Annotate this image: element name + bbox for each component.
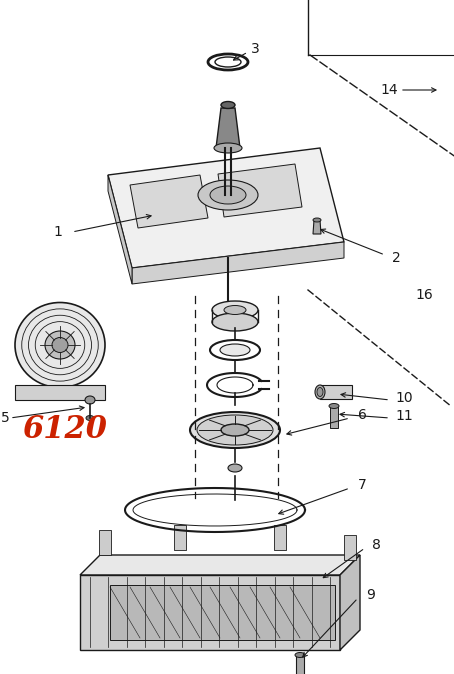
Text: 9: 9 [366,588,375,602]
Polygon shape [344,535,356,560]
Polygon shape [320,385,352,399]
Ellipse shape [315,385,325,399]
Polygon shape [340,555,360,650]
Polygon shape [15,385,105,400]
Text: 14: 14 [380,83,398,97]
Polygon shape [80,555,360,575]
Ellipse shape [214,143,242,153]
Ellipse shape [329,404,339,408]
Polygon shape [313,220,321,234]
Text: 11: 11 [395,409,413,423]
Ellipse shape [210,186,246,204]
Ellipse shape [220,344,250,356]
Polygon shape [130,175,208,228]
Polygon shape [110,585,335,640]
Polygon shape [99,530,111,555]
Polygon shape [274,525,286,550]
Ellipse shape [317,388,323,396]
Text: 6120: 6120 [23,415,108,446]
Text: 6: 6 [358,408,367,422]
Polygon shape [108,175,132,284]
Text: 5: 5 [0,411,10,425]
Ellipse shape [313,218,321,222]
Text: 7: 7 [358,478,367,492]
Polygon shape [330,406,338,428]
Ellipse shape [197,415,273,445]
Polygon shape [80,575,340,650]
Text: 16: 16 [415,288,433,302]
Ellipse shape [86,415,94,421]
Ellipse shape [45,331,75,359]
Ellipse shape [224,305,246,315]
Polygon shape [108,148,344,268]
Text: 8: 8 [372,538,381,552]
Ellipse shape [15,303,105,388]
Text: 10: 10 [395,391,413,405]
Ellipse shape [295,652,305,658]
Ellipse shape [228,464,242,472]
Ellipse shape [212,301,258,319]
Ellipse shape [198,180,258,210]
Polygon shape [174,525,186,550]
Polygon shape [216,108,240,148]
Polygon shape [218,164,302,217]
Ellipse shape [221,424,249,436]
Ellipse shape [85,396,95,404]
Ellipse shape [221,102,235,109]
Polygon shape [132,242,344,284]
Polygon shape [296,655,304,674]
Text: 2: 2 [392,251,401,265]
Ellipse shape [190,412,280,448]
Text: 1: 1 [54,225,63,239]
Ellipse shape [212,313,258,331]
Ellipse shape [52,338,68,353]
Text: 3: 3 [251,42,260,56]
